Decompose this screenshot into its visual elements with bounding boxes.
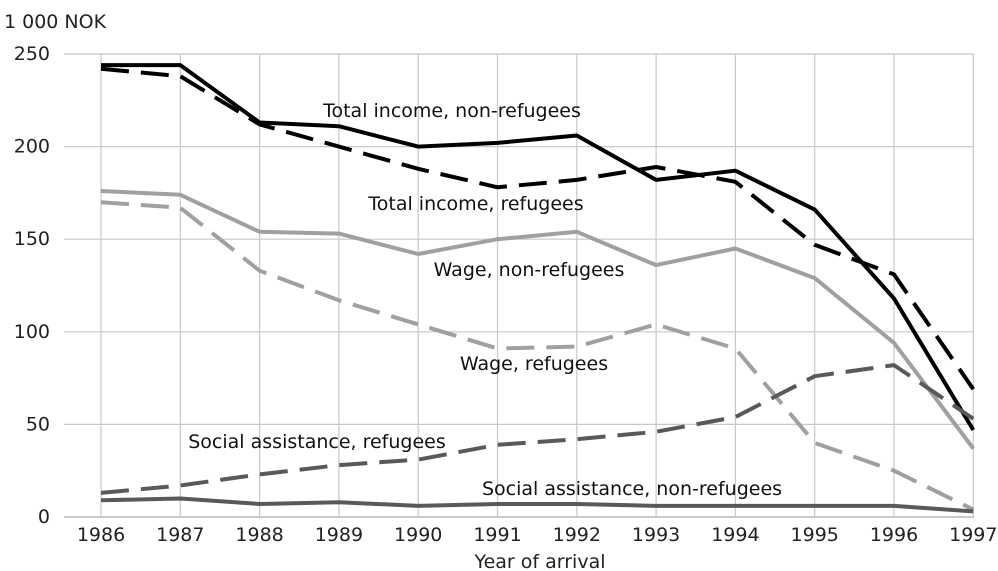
y-tick-label: 200 bbox=[14, 136, 50, 158]
x-tick-label: 1997 bbox=[949, 524, 997, 546]
y-tick-label: 0 bbox=[38, 506, 50, 528]
x-tick-labels: 1986 1987 1988 1989 1990 1991 1992 1993 1994 1995… bbox=[77, 524, 998, 546]
x-tick-label: 1986 bbox=[77, 524, 125, 546]
y-tick-label: 50 bbox=[26, 413, 50, 435]
y-tick-labels: 0 50 100 150 200 250 bbox=[14, 43, 50, 528]
x-tick-label: 1989 bbox=[315, 524, 363, 546]
series-annotation-3: Wage, non-refugees bbox=[434, 259, 625, 281]
series-line-1 bbox=[101, 63, 976, 432]
series-line-4 bbox=[100, 200, 975, 512]
x-tick-label: 1994 bbox=[711, 524, 759, 546]
x-tick-label: 1991 bbox=[473, 524, 521, 546]
x-tick-label: 1987 bbox=[156, 524, 204, 546]
x-tick-label: 1995 bbox=[791, 524, 839, 546]
y-tick-label: 250 bbox=[14, 43, 50, 65]
x-tick-label: 1990 bbox=[394, 524, 442, 546]
y-tick-label: 150 bbox=[14, 228, 50, 250]
series-line-6 bbox=[100, 496, 974, 514]
series-annotation-6: Social assistance, non-refugees bbox=[482, 478, 782, 500]
series-line-5 bbox=[100, 363, 975, 495]
grid-lines bbox=[64, 53, 974, 518]
x-tick-label: 1992 bbox=[553, 524, 601, 546]
x-axis-title: Year of arrival bbox=[474, 551, 606, 571]
x-tick-label: 1996 bbox=[870, 524, 918, 546]
x-tick-label: 1988 bbox=[235, 524, 283, 546]
y-axis-title: 1 000 NOK bbox=[4, 11, 107, 33]
x-tick-label: 1993 bbox=[632, 524, 680, 546]
series-line-3 bbox=[100, 189, 975, 450]
series-annotation-5: Social assistance, refugees bbox=[188, 431, 446, 453]
series-line-2 bbox=[100, 66, 975, 391]
series-lines bbox=[100, 63, 976, 514]
y-tick-label: 100 bbox=[14, 321, 50, 343]
series-annotations: Total income, non-refugees Total income, … bbox=[188, 100, 782, 500]
series-annotation-4: Wage, refugees bbox=[460, 353, 608, 375]
series-annotation-2: Total income, refugees bbox=[367, 193, 583, 215]
series-annotation-1: Total income, non-refugees bbox=[322, 100, 581, 122]
